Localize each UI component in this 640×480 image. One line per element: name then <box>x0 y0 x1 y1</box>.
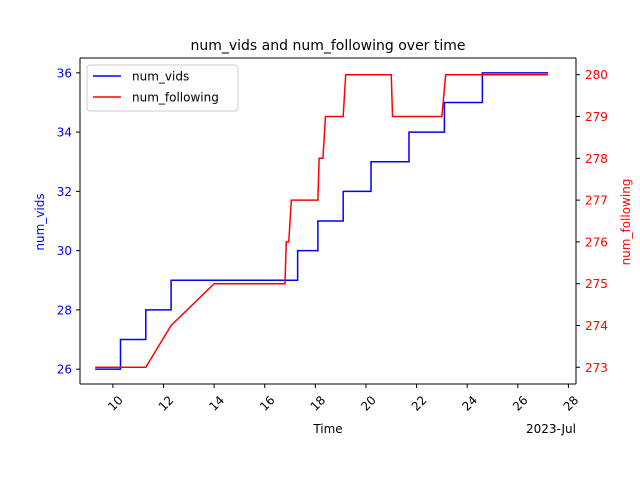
right-y-tick-label: 280 <box>585 68 608 82</box>
legend-label-num-vids: num_vids <box>132 70 189 84</box>
x-axis-offset-label: 2023-Jul <box>526 422 576 436</box>
legend-label-num-following: num_following <box>132 91 219 105</box>
chart-title: num_vids and num_following over time <box>190 38 465 54</box>
right-y-tick-label: 277 <box>585 194 608 208</box>
legend-box <box>86 64 239 112</box>
right-y-tick-label: 279 <box>585 110 608 124</box>
right-y-tick-label: 273 <box>585 361 608 375</box>
right-y-tick-label: 275 <box>585 277 608 291</box>
series-line-num-following <box>95 73 549 369</box>
left-y-tick-label: 34 <box>57 126 72 140</box>
right-y-tick-label: 278 <box>585 152 608 166</box>
left-y-tick-label: 28 <box>57 303 72 317</box>
left-y-tick-label: 30 <box>57 244 72 258</box>
ticks-layer: 10 12 14 16 18 20 22 24 26 2826283032343627327427… <box>57 66 608 413</box>
left-y-tick-label: 32 <box>57 185 72 199</box>
legend: num_vids num_following <box>86 64 239 112</box>
x-axis-title: Time <box>312 422 342 436</box>
left-y-tick-label: 36 <box>57 66 72 80</box>
axes-layer <box>79 57 577 385</box>
left-axis-title: num_vids <box>33 193 47 250</box>
left-y-tick-label: 26 <box>57 363 72 377</box>
right-y-tick-label: 274 <box>585 319 608 333</box>
right-y-tick-label: 276 <box>585 235 608 249</box>
series-layer <box>95 72 549 370</box>
series-line-num-vids <box>95 72 549 370</box>
right-axis-title: num_following <box>619 179 633 266</box>
